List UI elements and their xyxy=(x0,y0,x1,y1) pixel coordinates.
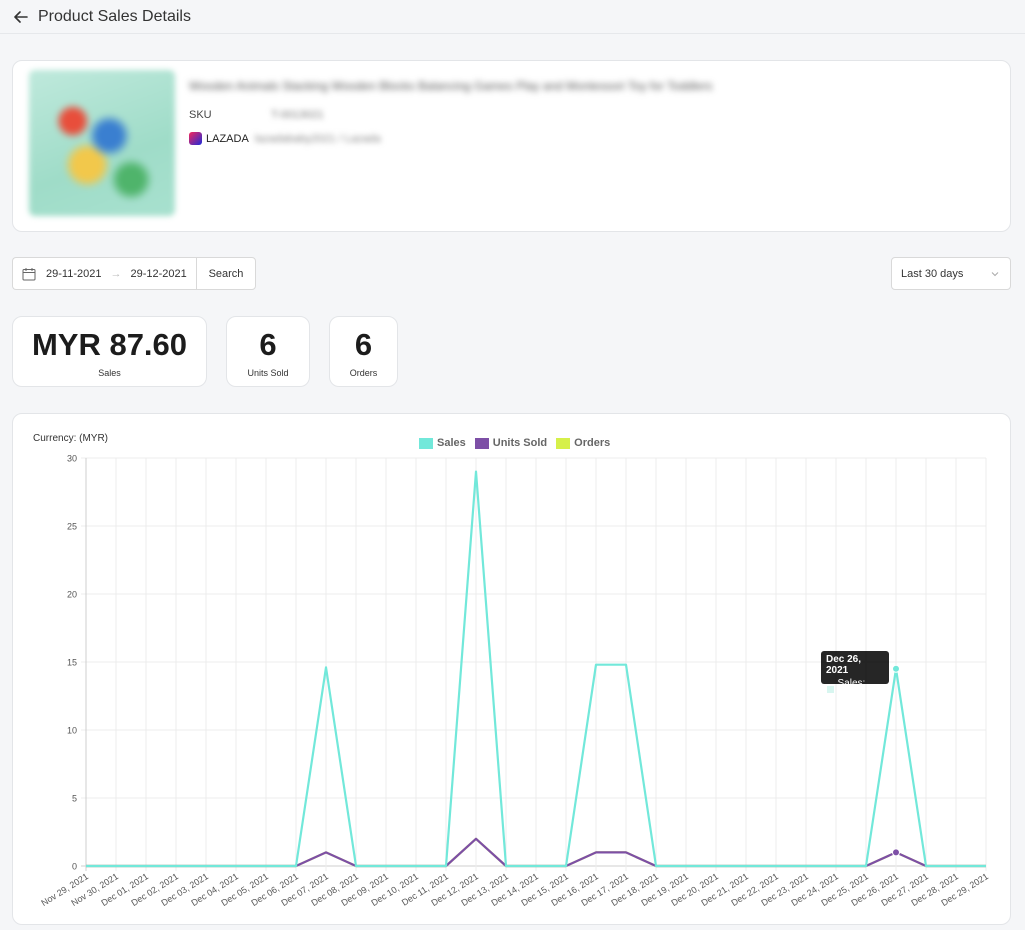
kpi-sales-value: MYR 87.60 xyxy=(31,327,188,362)
page-title: Product Sales Details xyxy=(38,7,191,25)
kpi-orders-label: Orders xyxy=(349,368,378,378)
product-image xyxy=(29,70,175,216)
legend-swatch-orders xyxy=(556,437,571,449)
legend-item-sales[interactable]: Sales xyxy=(419,437,466,449)
range-select-value: Last 30 days xyxy=(901,267,964,280)
calendar-icon xyxy=(22,267,36,280)
legend-label-orders: Orders xyxy=(574,437,611,449)
kpi-units-value: 6 xyxy=(259,327,277,362)
back-arrow-icon[interactable] xyxy=(12,8,30,26)
date-separator: → xyxy=(110,267,122,280)
legend-item-orders[interactable]: Orders xyxy=(556,437,610,449)
store-name: lazadababy2021 / Lazada xyxy=(254,132,381,145)
platform-name: LAZADA xyxy=(206,132,249,145)
hover-point-sales xyxy=(892,664,900,673)
y-tick-label: 20 xyxy=(67,590,77,600)
tooltip-swatch xyxy=(826,684,835,694)
kpi-orders-value: 6 xyxy=(354,327,373,362)
sales-chart-card: 0 5 10 15 20 25 30 Nov 29, 2021 Nov 30, 2021 Dec … xyxy=(12,413,1011,925)
sku-label: SKU xyxy=(189,109,212,121)
search-button[interactable]: Search xyxy=(196,257,256,290)
y-tick-label: 15 xyxy=(67,658,77,668)
range-select[interactable]: Last 30 days xyxy=(891,257,1011,290)
hover-point-units-sold xyxy=(892,848,900,857)
tooltip-value: Sales: 14.5 xyxy=(837,678,866,700)
legend-label-sales: Sales xyxy=(437,437,466,449)
platform-row: LAZADA lazadababy2021 / Lazada xyxy=(189,132,381,145)
kpi-units-sold: 6 Units Sold xyxy=(226,316,310,387)
chart-tooltip: Dec 26, 2021 Sales: 14.5 xyxy=(821,651,889,700)
date-end[interactable]: 29-12-2021 xyxy=(130,267,187,280)
chart-legend: Sales Units Sold Orders xyxy=(419,437,619,449)
legend-swatch-units-sold xyxy=(474,437,489,449)
series-line-sales xyxy=(86,470,986,868)
y-tick-label: 25 xyxy=(67,522,77,532)
y-tick-label: 10 xyxy=(67,726,77,736)
legend-label-units-sold: Units Sold xyxy=(492,437,548,449)
y-tick-label: 0 xyxy=(72,862,77,872)
legend-item-units-sold[interactable]: Units Sold xyxy=(474,437,548,449)
lazada-logo-icon xyxy=(189,132,202,145)
kpi-sales: MYR 87.60 Sales xyxy=(12,316,207,387)
top-bar: Product Sales Details xyxy=(0,0,1025,34)
kpi-units-label: Units Sold xyxy=(247,368,289,378)
legend-swatch-sales xyxy=(419,437,433,449)
product-name: Wooden Animals Stacking Wooden Blocks Ba… xyxy=(189,79,713,93)
y-tick-label: 30 xyxy=(67,454,77,464)
kpi-sales-label: Sales xyxy=(98,368,121,378)
tooltip-title: Dec 26, 2021 xyxy=(826,654,862,676)
kpi-orders: 6 Orders xyxy=(329,316,398,387)
product-card: Wooden Animals Stacking Wooden Blocks Ba… xyxy=(12,60,1011,232)
sku-value: T-0013021 xyxy=(271,109,324,121)
date-start[interactable]: 29-11-2021 xyxy=(46,267,102,280)
y-tick-label: 5 xyxy=(72,794,77,804)
chevron-down-icon xyxy=(991,272,999,277)
date-range-picker[interactable]: 29-11-2021 → 29-12-2021 xyxy=(12,257,198,290)
currency-note: Currency: (MYR) xyxy=(33,433,109,444)
